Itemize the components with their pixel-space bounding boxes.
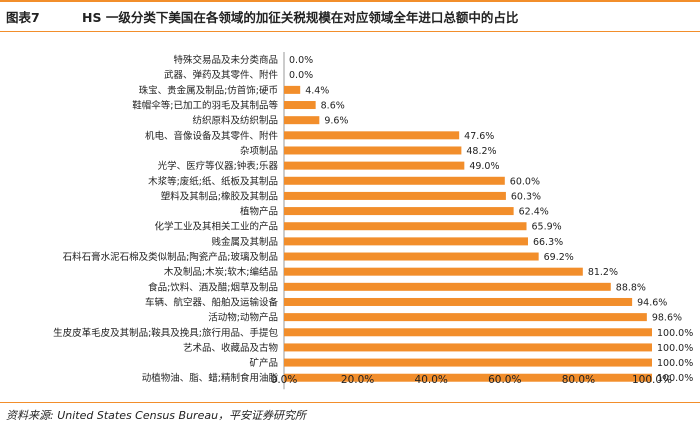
data-label: 65.9% (532, 222, 562, 233)
figure-title: HS 一级分类下美国在各领域的加征关税规模在对应领域全年进口总额中的占比 (82, 10, 519, 25)
bar (284, 252, 539, 261)
category-label: 生皮皮革毛皮及其制品;鞍具及挽具;旅行用品、手提包 (53, 327, 278, 339)
category-label: 珠宝、贵金属及制品;仿首饰;硬币 (139, 84, 278, 96)
category-label: 光学、医疗等仪器;钟表;乐器 (158, 160, 279, 172)
bar (284, 101, 316, 110)
category-label: 车辆、航空器、船舶及运输设备 (145, 296, 279, 308)
bar (284, 161, 465, 170)
bar (284, 343, 652, 352)
x-tick-label: 20.0% (341, 374, 374, 386)
category-label: 武器、弹药及其零件、附件 (164, 69, 279, 81)
bar (284, 328, 652, 337)
data-label: 47.6% (464, 131, 494, 142)
category-label: 杂项制品 (240, 145, 278, 157)
category-label: 机电、音像设备及其零件、附件 (145, 130, 279, 142)
source-note: 资料来源: United States Census Bureau，平安证券研究… (6, 409, 307, 422)
category-label: 艺术品、收藏品及古物 (183, 342, 279, 354)
category-label: 特殊交易品及未分类商品 (173, 54, 278, 66)
data-label: 60.0% (510, 176, 540, 187)
bar (284, 131, 460, 140)
data-label: 9.6% (324, 116, 348, 127)
category-label: 纺织原料及纺织制品 (192, 115, 278, 127)
x-tick-label: 80.0% (562, 374, 595, 386)
footer-divider (0, 402, 700, 403)
x-tick-label: 40.0% (415, 374, 448, 386)
data-label: 81.2% (588, 267, 618, 278)
bar (284, 116, 320, 125)
bar (284, 237, 528, 246)
category-label: 木及制品;木炭;软木;编结品 (164, 266, 278, 278)
category-label: 化学工业及其相关工业的产品 (154, 221, 278, 233)
data-label: 62.4% (519, 207, 549, 218)
bar (284, 207, 514, 216)
bar (284, 282, 611, 291)
data-label: 100.0% (657, 358, 693, 369)
category-label: 活动物;动物产品 (208, 312, 278, 324)
category-label: 鞋帽伞等;已加工的羽毛及其制品等 (132, 100, 278, 112)
bar (284, 176, 505, 185)
data-label: 0.0% (289, 70, 313, 81)
data-label: 100.0% (657, 343, 693, 354)
data-label: 100.0% (657, 328, 693, 339)
category-label: 木浆等;废纸;纸、纸板及其制品 (148, 175, 278, 187)
category-label: 动植物油、脂、蜡;精制食用油脂 (142, 372, 279, 384)
category-label: 贱金属及其制品 (211, 236, 278, 248)
data-label: 4.4% (305, 85, 329, 96)
data-label: 48.2% (466, 146, 496, 157)
bar (284, 358, 652, 367)
bar (284, 191, 506, 200)
data-label: 66.3% (533, 237, 563, 248)
data-label: 60.3% (511, 191, 541, 202)
category-label: 食品;饮料、酒及醋;烟草及制品 (148, 281, 278, 293)
bar-chart: 特殊交易品及未分类商品 0.0% 武器、弹药及其零件、附件 0.0% 珠宝、贵金属及制品… (53, 52, 693, 390)
category-label: 石料石膏水泥石棉及类似制品;陶瓷产品;玻璃及制品 (63, 251, 278, 263)
bar (284, 297, 633, 306)
data-label: 69.2% (544, 252, 574, 263)
figure-header: 图表7 HS 一级分类下美国在各领域的加征关税规模在对应领域全年进口总额中的占比 (0, 0, 700, 32)
data-label: 8.6% (321, 101, 345, 112)
bar (284, 146, 462, 155)
bar (284, 85, 301, 94)
x-tick-label: 0.0% (271, 374, 298, 386)
data-label: 88.8% (616, 282, 646, 293)
data-label: 0.0% (289, 55, 313, 66)
bar (284, 222, 527, 231)
category-label: 植物产品 (240, 206, 278, 218)
bar (284, 373, 652, 382)
data-label: 94.6% (637, 297, 667, 308)
figure-label: 图表7 (6, 10, 40, 25)
category-label: 矿产品 (249, 357, 278, 369)
bar (284, 313, 647, 322)
data-label: 98.6% (652, 313, 682, 324)
category-label: 塑料及其制品;橡胶及其制品 (161, 190, 278, 202)
x-tick-label: 100.0% (632, 374, 672, 386)
data-label: 100.0% (657, 373, 693, 384)
data-label: 49.0% (469, 161, 499, 172)
bar (284, 267, 583, 276)
x-tick-label: 60.0% (488, 374, 521, 386)
